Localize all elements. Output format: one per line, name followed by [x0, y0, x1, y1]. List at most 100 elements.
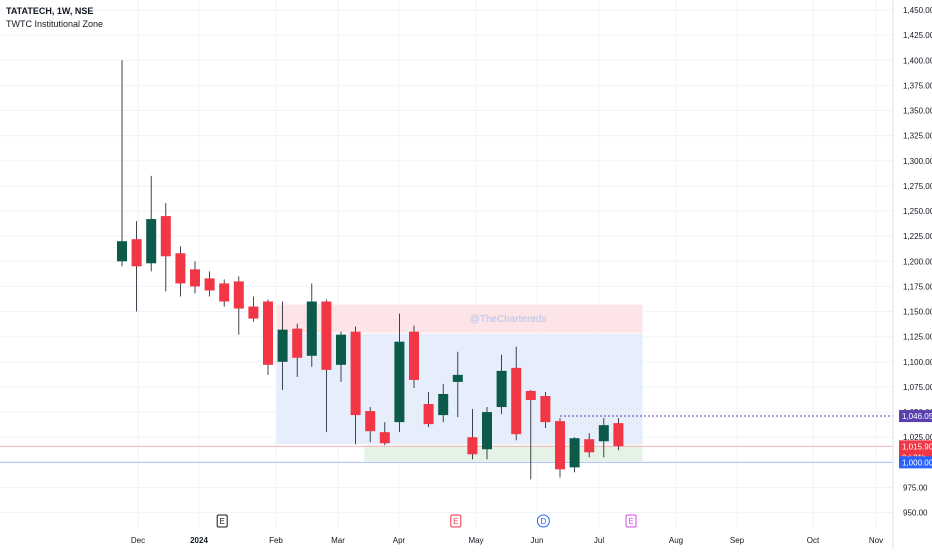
candle-body [306, 301, 317, 356]
zone-red [276, 304, 643, 333]
x-tick-label: 2024 [190, 536, 208, 545]
indicator-title[interactable]: TWTC Institutional Zone [6, 19, 104, 29]
y-tick-label: 1,300.00 [903, 157, 932, 166]
price-label: 1,000.00 [899, 456, 932, 469]
candle-body [409, 331, 419, 380]
y-tick-label: 1,425.00 [903, 31, 932, 40]
x-tick-label: Aug [669, 536, 683, 545]
candle[interactable] [117, 60, 127, 267]
candle-body [160, 216, 171, 257]
x-tick-label: Jul [594, 536, 604, 545]
candle[interactable] [482, 407, 492, 460]
event-letter: E [453, 517, 458, 526]
event-marker[interactable]: E [625, 514, 637, 528]
event-marker[interactable]: E [450, 514, 462, 528]
y-tick-label: 1,400.00 [903, 56, 932, 65]
candle[interactable] [190, 261, 200, 294]
x-tick-label: Feb [269, 536, 283, 545]
x-tick-label: Dec [131, 536, 145, 545]
candle[interactable] [248, 296, 259, 322]
price-label-text: 1,000.00 [902, 458, 932, 467]
y-tick-label: 1,075.00 [903, 383, 932, 392]
candle-body [248, 306, 259, 319]
event-letter: E [220, 517, 225, 526]
event-marker[interactable]: E [216, 514, 228, 528]
y-tick-label: 1,100.00 [903, 358, 932, 367]
price-label-text: 1,046.05 [902, 412, 932, 421]
candle[interactable] [131, 221, 142, 312]
candle[interactable] [613, 418, 624, 451]
candle[interactable] [525, 389, 536, 480]
price-axis[interactable]: 950.00975.001,000.001,025.001,050.001,07… [892, 0, 932, 550]
candle-body [277, 329, 288, 362]
candle-body [613, 423, 624, 447]
candle[interactable] [306, 283, 317, 367]
candle[interactable] [219, 279, 230, 307]
zone-layer [276, 304, 643, 462]
y-tick-label: 1,175.00 [903, 282, 932, 291]
candle[interactable] [598, 418, 609, 458]
earnings-icon [216, 514, 228, 528]
candle[interactable] [555, 418, 565, 478]
candle[interactable] [394, 313, 405, 433]
candle-body [219, 283, 230, 302]
candle-body [584, 439, 595, 453]
earnings-icon [625, 514, 637, 528]
candle-body [569, 438, 580, 468]
candle[interactable] [336, 331, 346, 382]
candle[interactable] [175, 246, 186, 297]
x-tick-label: Mar [331, 536, 345, 545]
candle-body [423, 404, 434, 425]
candle[interactable] [321, 299, 332, 433]
candle[interactable] [365, 407, 376, 443]
candle-body [131, 239, 142, 267]
zone-green [364, 445, 643, 462]
candle-body [292, 328, 303, 358]
watermark-text: @TheChartereds [470, 314, 547, 325]
candle[interactable] [569, 437, 580, 473]
candle[interactable] [292, 323, 303, 377]
x-tick-label: Nov [869, 536, 883, 545]
candle[interactable] [263, 299, 273, 375]
candle[interactable] [584, 433, 595, 458]
y-tick-label: 1,250.00 [903, 207, 932, 216]
candle[interactable] [540, 391, 551, 429]
event-letter: D [541, 517, 547, 526]
candle[interactable] [204, 271, 215, 297]
candle-body [438, 393, 449, 416]
symbol-title[interactable]: TATATECH, 1W, NSE [6, 6, 94, 16]
candle[interactable] [496, 354, 507, 415]
candle[interactable] [146, 175, 157, 272]
x-tick-label: Oct [807, 536, 820, 545]
y-tick-label: 1,350.00 [903, 107, 932, 116]
y-tick-label: 1,025.00 [903, 433, 932, 442]
earnings-icon [450, 514, 462, 528]
candle[interactable] [277, 301, 288, 390]
candle-layer [117, 60, 624, 480]
x-tick-label: May [468, 536, 483, 545]
candle[interactable] [511, 346, 522, 441]
time-axis[interactable]: Dec 2024 Feb Mar Apr May Jun Jul Aug Sep Oct Nov [131, 536, 883, 545]
candle[interactable] [409, 325, 419, 388]
candle[interactable] [233, 276, 244, 335]
candle[interactable] [350, 326, 361, 445]
candle-body [175, 253, 186, 284]
price-label-bg [899, 410, 932, 423]
candle[interactable] [160, 202, 171, 292]
y-tick-label: 1,125.00 [903, 333, 932, 342]
candle-body [394, 341, 405, 423]
candle-body [146, 219, 157, 264]
y-tick-label: 1,450.00 [903, 6, 932, 15]
chart-legend: TATATECH, 1W, NSE TWTC Institutional Zon… [6, 5, 103, 31]
candle-body [511, 367, 522, 435]
candle[interactable] [467, 409, 478, 460]
candle-body [525, 390, 536, 401]
candle[interactable] [423, 391, 434, 428]
event-marker[interactable]: D [536, 514, 550, 528]
candle[interactable] [438, 383, 449, 423]
x-tick-label: Jun [531, 536, 544, 545]
candle-body [379, 432, 390, 444]
candle[interactable] [452, 351, 463, 418]
candle[interactable] [379, 422, 390, 446]
